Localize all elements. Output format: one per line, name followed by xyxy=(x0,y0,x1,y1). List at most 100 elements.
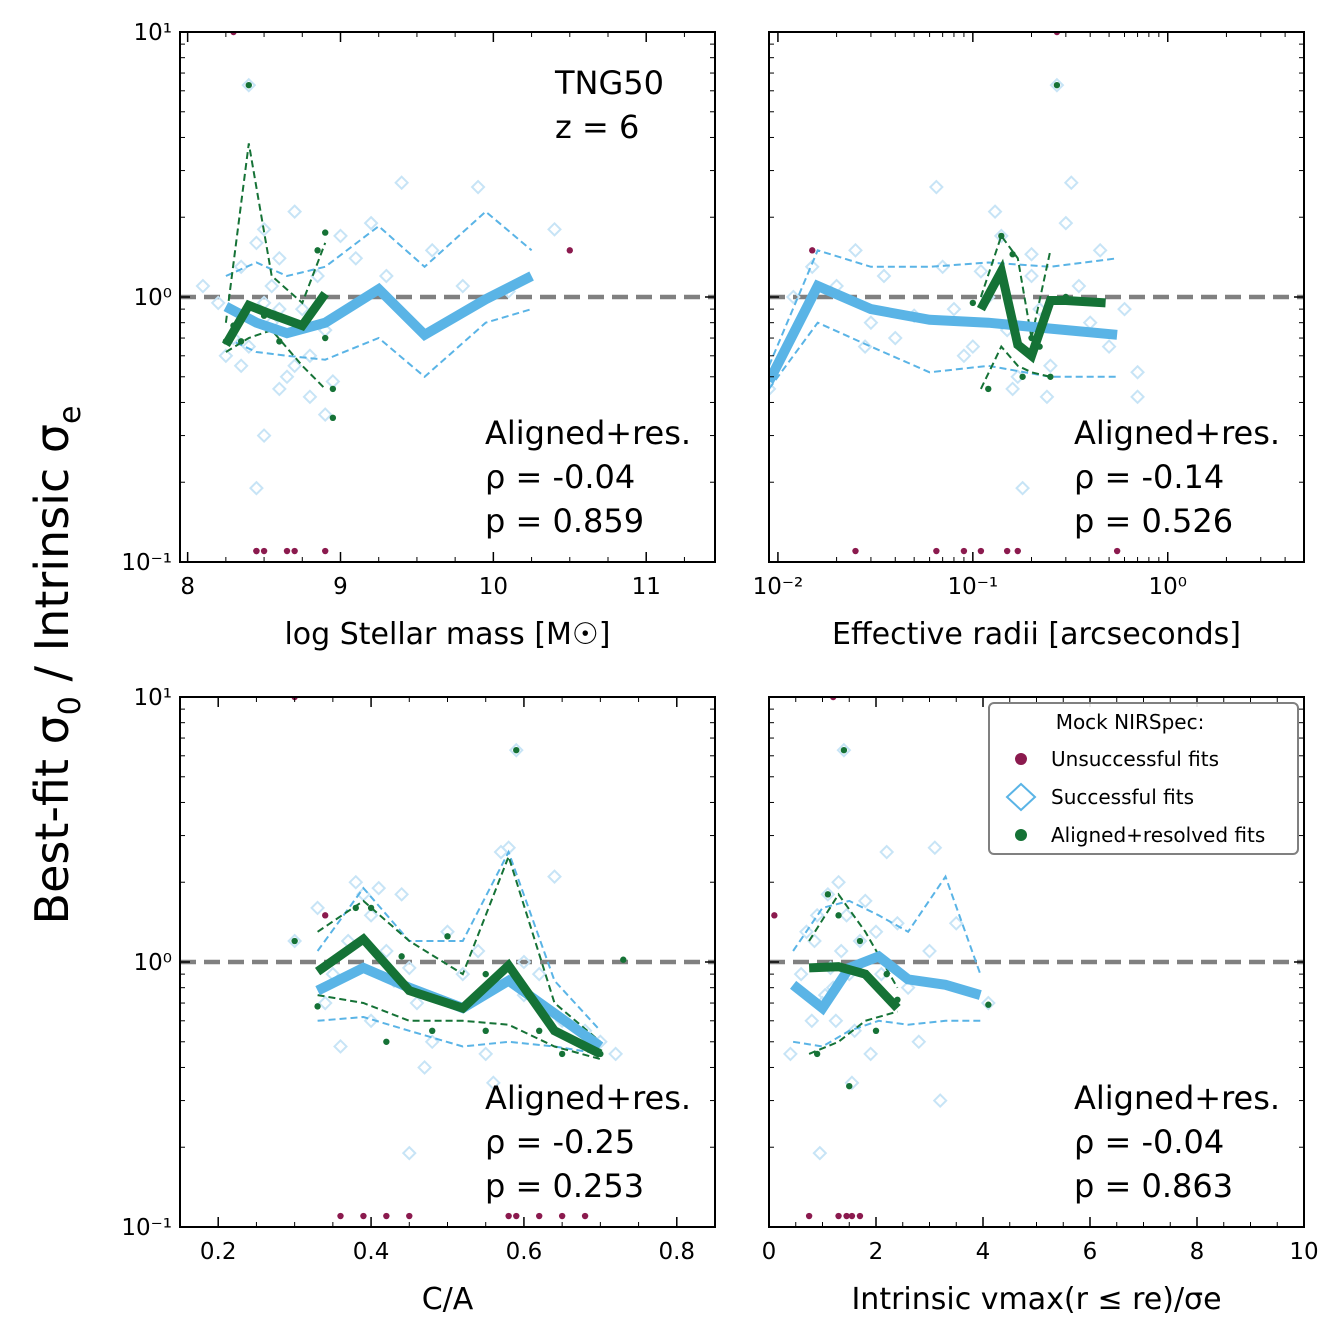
stats-annotation-line: Aligned+res. xyxy=(485,1079,691,1117)
successful-point xyxy=(508,742,524,758)
aligned-point xyxy=(276,338,283,345)
successful-point xyxy=(547,221,562,237)
aligned-point xyxy=(1019,373,1026,380)
y-tick-label: 10⁻¹ xyxy=(121,1215,172,1241)
aligned-point xyxy=(1047,373,1054,380)
aligned-lower-line xyxy=(979,344,1051,390)
successful-point xyxy=(241,77,257,93)
legend-entry: Unsuccessful fits xyxy=(1051,747,1219,771)
legend-title: Mock NIRSpec: xyxy=(1056,710,1205,734)
unsuccessful-point xyxy=(322,547,329,555)
unsuccessful-point xyxy=(536,1212,543,1220)
y-tick-label: 10⁰ xyxy=(134,285,173,311)
aligned-point xyxy=(835,912,842,919)
successful-point xyxy=(264,278,280,294)
successful-point xyxy=(1117,301,1132,317)
unsuccessful-point xyxy=(383,1212,390,1220)
aligned-lower-line xyxy=(808,1010,898,1055)
unsuccessful-point xyxy=(771,912,778,919)
aligned-point xyxy=(872,1027,880,1035)
aligned-median-line xyxy=(808,962,901,1012)
successful-point xyxy=(1130,389,1145,405)
successful-point xyxy=(1092,242,1108,258)
successful-point xyxy=(820,886,836,902)
aligned-point xyxy=(314,1003,321,1010)
successful-point xyxy=(302,389,318,405)
x-tick-label: 4 xyxy=(976,1239,991,1265)
successful-lower-line xyxy=(792,1019,981,1048)
successful-point xyxy=(836,742,852,758)
successful-point xyxy=(302,348,318,364)
aligned-point xyxy=(998,232,1005,240)
legend: Mock NIRSpec: Unsuccessful fits Successful… xyxy=(988,702,1299,855)
aligned-point xyxy=(883,970,890,978)
y-tick-label: 10¹ xyxy=(134,20,173,46)
panel-2: 10⁻² 10⁻¹ 10⁰ Effective radii [arcseconds] A… xyxy=(753,31,1305,652)
successful-point xyxy=(857,893,873,909)
legend-entry: Successful fits xyxy=(1051,785,1194,809)
successful-point xyxy=(249,235,264,251)
successful-point xyxy=(401,960,417,976)
aligned-upper-line xyxy=(317,853,602,1043)
successful-point xyxy=(608,1046,624,1062)
x-tick-label: 10⁰ xyxy=(1149,574,1188,600)
successful-point xyxy=(922,943,937,959)
successful-point xyxy=(470,943,486,959)
x-tick-label: 10 xyxy=(1289,1239,1318,1265)
x-tick-label: 0 xyxy=(762,1239,777,1265)
aligned-point xyxy=(1053,81,1061,89)
successful-point xyxy=(287,358,303,374)
x-tick-label: 11 xyxy=(632,574,661,600)
aligned-point xyxy=(444,933,451,940)
successful-point xyxy=(325,374,341,389)
successful-point xyxy=(889,915,905,931)
unsuccessful-point xyxy=(406,1212,413,1220)
successful-point xyxy=(911,1034,927,1050)
aligned-point xyxy=(1009,251,1016,258)
successful-point xyxy=(424,1034,440,1050)
ticks xyxy=(180,31,715,563)
aligned-point xyxy=(245,81,252,89)
successful-point xyxy=(948,915,964,931)
aligned-point xyxy=(840,746,848,754)
stats-annotation-line: ρ = -0.04 xyxy=(1074,1123,1224,1161)
x-axis-label: log Stellar mass [M☉] xyxy=(284,617,610,652)
x-tick-label: 0.2 xyxy=(200,1239,237,1265)
unsuccessful-point xyxy=(856,1212,864,1220)
successful-point xyxy=(317,407,333,422)
successful-point xyxy=(879,844,895,860)
successful-point xyxy=(516,954,532,970)
successful-point xyxy=(1005,381,1021,397)
aligned-point xyxy=(846,1082,853,1090)
successful-point xyxy=(965,339,981,354)
successful-point xyxy=(333,228,348,244)
successful-point xyxy=(493,844,509,860)
successful-point xyxy=(233,358,249,374)
successful-point xyxy=(793,966,809,982)
stats-annotation-line: ρ = -0.14 xyxy=(1074,458,1224,496)
model-annotation-line: z = 6 xyxy=(555,108,639,146)
unsuccessful-point xyxy=(843,1212,850,1220)
successful-point xyxy=(769,381,777,397)
successful-point xyxy=(195,278,211,294)
successful-point xyxy=(804,1013,820,1029)
successful-point xyxy=(973,263,989,279)
plot-area xyxy=(180,32,715,555)
aligned-point xyxy=(1028,334,1035,342)
successful-point xyxy=(839,907,854,923)
successful-point xyxy=(993,228,1009,244)
x-tick-label: 6 xyxy=(1083,1239,1098,1265)
x-tick-label: 10 xyxy=(479,574,508,600)
successful-point xyxy=(1063,175,1079,191)
aligned-point xyxy=(291,937,298,945)
aligned-point xyxy=(383,1038,390,1045)
plot-area xyxy=(180,697,715,1220)
successful-point xyxy=(478,1046,494,1062)
unsuccessful-point xyxy=(253,547,260,555)
successful-point xyxy=(333,1039,348,1054)
successful-point xyxy=(294,301,310,317)
unsuccessful-point xyxy=(805,1212,813,1220)
successful-point xyxy=(863,315,879,331)
successful-point xyxy=(1101,339,1117,354)
successful-point xyxy=(946,301,962,317)
